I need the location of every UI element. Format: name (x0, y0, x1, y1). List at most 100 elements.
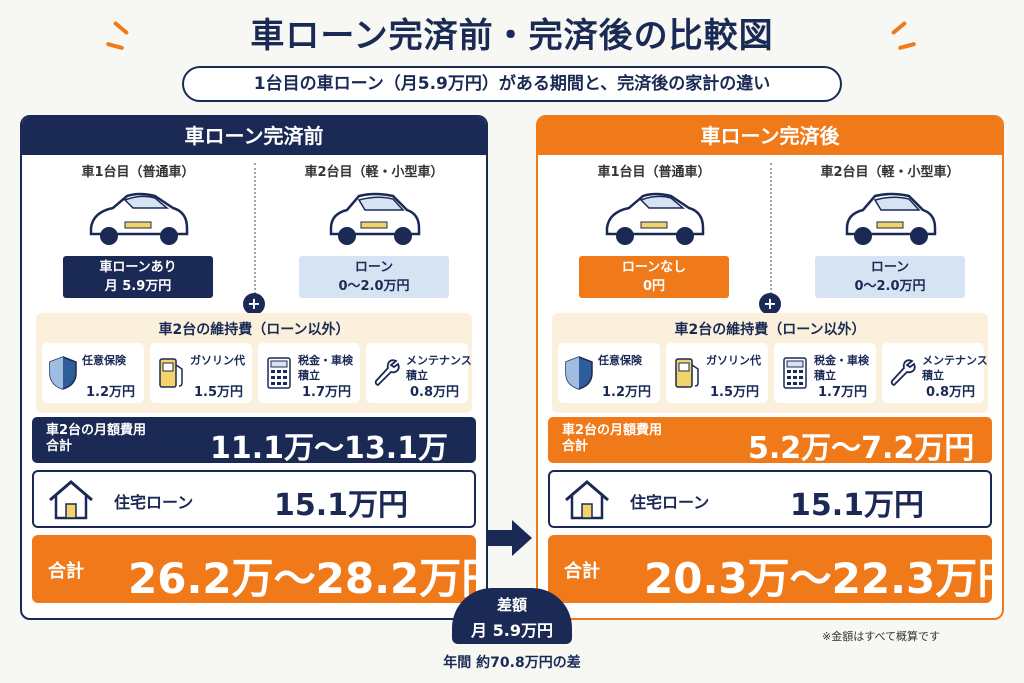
car2-loan-status: ローン (354, 260, 394, 275)
fuel-pump-icon (675, 358, 699, 388)
maint-item-gasoline: ガソリン代 1.5万円 (150, 343, 252, 403)
maint-item-maintenance: メンテナンス 積立 0.8万円 (366, 343, 472, 403)
maint-amount: 1.7万円 (818, 385, 868, 400)
housing-loan-box: 住宅ローン 15.1万円 (32, 470, 476, 528)
monthly-cost-label: 車2台の月額費用 合計 (46, 423, 146, 455)
monthly-label-line1: 車2台の月額費用 (562, 423, 663, 438)
page-subtitle: 1台目の車ローン（月5.9万円）がある期間と、完済後の家計の違い (182, 66, 842, 102)
car2-loan-amount: 0～2.0万円 (854, 279, 926, 294)
car2-loan-box: ローン 0～2.0万円 (299, 256, 449, 298)
housing-loan-box: 住宅ローン 15.1万円 (548, 470, 992, 528)
before-panel: 車ローン完済前 車1台目（普通車） 車ローンあり月 5.9万円 車2台目（軽・小… (20, 115, 488, 620)
car1-loan-box: ローンなし 0円 (579, 256, 729, 298)
compact-car-icon (329, 192, 421, 245)
calculator-icon (267, 357, 291, 389)
maint-name: ガソリン代 (190, 354, 245, 367)
car2-loan-status: ローン (870, 260, 910, 275)
car2-label: 車2台目（軽・小型車） (304, 165, 444, 180)
car2-column: 車2台目（軽・小型車） ローン 0～2.0万円 (264, 161, 484, 298)
car1-label: 車1台目（普通車） (597, 165, 711, 180)
column-divider (254, 163, 256, 298)
maint-item-tax: 税金・車検 積立 1.7万円 (774, 343, 876, 403)
difference-badge: 差額 月 5.9万円 (452, 588, 572, 644)
maint-amount: 1.2万円 (86, 385, 136, 400)
maint-item-tax: 税金・車検 積立 1.7万円 (258, 343, 360, 403)
sedan-car-icon (605, 192, 705, 245)
maint-item-insurance: 任意保険 1.2万円 (558, 343, 660, 403)
car2-loan-amount: 0～2.0万円 (338, 279, 410, 294)
monthly-label-line2: 合計 (562, 439, 589, 454)
after-panel-header: 車ローン完済後 (538, 117, 1002, 155)
yearly-difference: 年間 約70.8万円の差 (443, 655, 581, 671)
maintenance-section: 車2台の維持費（ローン以外） 任意保険 1.2万円 ガソリン代 1.5万円 税金… (36, 313, 472, 413)
right-arrow-icon (488, 520, 532, 556)
calculator-icon (783, 357, 807, 389)
monthly-cost-bar: 車2台の月額費用 合計 5.2万～7.2万円 (548, 417, 992, 466)
maint-name: 税金・車検 積立 (814, 354, 869, 382)
monthly-label-line1: 車2台の月額費用 (46, 423, 147, 438)
maint-item-insurance: 任意保険 1.2万円 (42, 343, 144, 403)
maint-amount: 1.5万円 (194, 385, 244, 400)
monthly-label-line2: 合計 (46, 439, 73, 454)
difference-label: 差額 (496, 596, 527, 614)
plus-icon: + (759, 293, 781, 315)
compact-car-icon (845, 192, 937, 245)
total-box: 合計 26.2万～28.2万円 (32, 535, 486, 603)
car1-loan-box: 車ローンあり月 5.9万円 (63, 256, 213, 298)
housing-loan-value: 15.1万円 (790, 488, 925, 523)
plus-icon: + (243, 293, 265, 315)
housing-loan-label: 住宅ローン (630, 493, 710, 512)
car1-column: 車1台目（普通車） ローンなし 0円 (544, 161, 764, 298)
maint-amount: 1.5万円 (710, 385, 760, 400)
maint-amount: 1.2万円 (602, 385, 652, 400)
footnote: ※金額はすべて概算です (822, 630, 941, 643)
maint-name: 任意保険 (82, 354, 126, 367)
maint-amount: 0.8万円 (926, 385, 976, 400)
housing-loan-value: 15.1万円 (274, 488, 409, 523)
maint-name: 任意保険 (598, 354, 642, 367)
maintenance-title: 車2台の維持費（ローン以外） (674, 322, 866, 338)
car1-loan-status: 車ローンあり (99, 260, 177, 275)
sedan-car-icon (89, 192, 189, 245)
total-value: 20.3万～22.3万円 (644, 554, 1004, 603)
car1-label: 車1台目（普通車） (81, 165, 195, 180)
car2-column: 車2台目（軽・小型車） ローン 0～2.0万円 (780, 161, 1000, 298)
maint-item-gasoline: ガソリン代 1.5万円 (666, 343, 768, 403)
housing-loan-label: 住宅ローン (114, 493, 194, 512)
monthly-cost-label: 車2台の月額費用 合計 (562, 423, 662, 455)
maint-name: メンテナンス 積立 (406, 354, 472, 382)
shield-icon (49, 356, 77, 390)
after-panel: 車ローン完済後 車1台目（普通車） ローンなし 0円 車2台目（軽・小型車） ロー… (536, 115, 1004, 620)
car1-loan-amount: 月 5.9万円 (104, 279, 172, 294)
house-icon (565, 480, 609, 520)
wrench-icon (374, 359, 400, 387)
total-value: 26.2万～28.2万円 (128, 554, 488, 603)
page-title: 車ローン完済前・完済後の比較図 (250, 16, 774, 56)
total-label: 合計 (564, 561, 600, 582)
house-icon (49, 480, 93, 520)
maint-amount: 1.7万円 (302, 385, 352, 400)
car1-loan-amount: 0円 (642, 279, 666, 294)
maint-name: 税金・車検 積立 (298, 354, 353, 382)
monthly-cost-value: 5.2万～7.2万円 (748, 431, 975, 466)
total-box: 合計 20.3万～22.3万円 (548, 535, 1002, 603)
shield-icon (565, 356, 593, 390)
total-label: 合計 (48, 561, 84, 582)
difference-value: 月 5.9万円 (471, 621, 553, 640)
car2-label: 車2台目（軽・小型車） (820, 165, 960, 180)
maintenance-section: 車2台の維持費（ローン以外） 任意保険 1.2万円 ガソリン代 1.5万円 税金… (552, 313, 988, 413)
fuel-pump-icon (159, 358, 183, 388)
maintenance-title: 車2台の維持費（ローン以外） (158, 322, 350, 338)
car1-column: 車1台目（普通車） 車ローンあり月 5.9万円 (28, 161, 248, 298)
maint-name: メンテナンス 積立 (922, 354, 988, 382)
car2-loan-box: ローン 0～2.0万円 (815, 256, 965, 298)
car1-loan-status: ローンなし (621, 260, 687, 275)
maint-amount: 0.8万円 (410, 385, 460, 400)
column-divider (770, 163, 772, 298)
maint-name: ガソリン代 (706, 354, 761, 367)
maint-item-maintenance: メンテナンス 積立 0.8万円 (882, 343, 988, 403)
before-panel-header: 車ローン完済前 (22, 117, 486, 155)
wrench-icon (890, 359, 916, 387)
